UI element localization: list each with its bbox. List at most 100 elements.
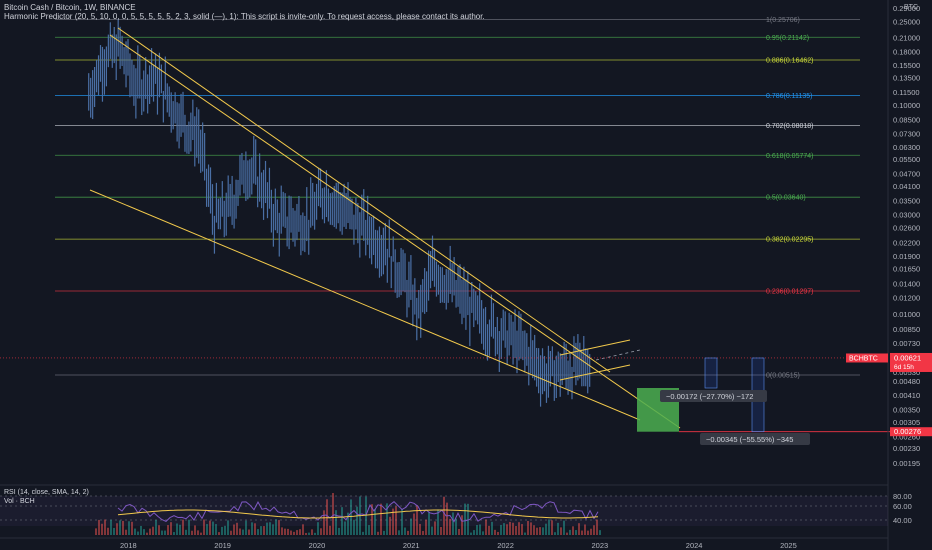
volume-bar xyxy=(524,532,526,535)
volume-bar xyxy=(545,523,547,535)
volume-bar xyxy=(341,507,343,535)
rsi-tick-1: 60.00 xyxy=(893,502,912,511)
volume-bar xyxy=(437,509,439,535)
volume-bar xyxy=(242,529,244,535)
time-tick-2020: 2020 xyxy=(309,541,326,550)
volume-bar xyxy=(131,521,133,535)
volume-bar xyxy=(182,519,184,535)
volume-bar xyxy=(485,519,487,535)
volume-bar xyxy=(443,496,445,535)
volume-bar xyxy=(518,522,520,535)
volume-bar xyxy=(314,532,316,535)
volume-bar xyxy=(110,519,112,535)
price-axis[interactable]: 0.29000 0.25000 0.21000 0.18000 0.15500 0.135… xyxy=(887,0,920,550)
rsi-label[interactable]: RSI (14, close, SMA, 14, 2) xyxy=(4,489,89,496)
symbol-title[interactable]: Bitcoin Cash / Bitcoin, 1W, BINANCE xyxy=(4,3,136,12)
volume-bar xyxy=(515,526,517,535)
volume-bar xyxy=(365,496,367,535)
volume-bar xyxy=(200,532,202,535)
price-tick-32: 0.00260 xyxy=(893,433,920,442)
volume-bar xyxy=(197,530,199,535)
price-tick-21: 0.01400 xyxy=(893,280,920,289)
volume-bar xyxy=(350,499,352,535)
volume-bar xyxy=(185,529,187,535)
volume-bar xyxy=(413,513,415,535)
volume-bar xyxy=(371,504,373,535)
price-tick-34: 0.00195 xyxy=(893,459,920,468)
volume-bar xyxy=(572,526,574,535)
trendline-1[interactable] xyxy=(89,189,641,421)
volume-bar xyxy=(389,516,391,535)
price-tick-9: 0.08500 xyxy=(893,116,920,125)
volume-bar xyxy=(248,529,250,535)
price-tick-11: 0.06300 xyxy=(893,143,920,152)
volume-bar xyxy=(251,522,253,535)
volume-bar xyxy=(119,520,121,535)
volume-bar xyxy=(158,525,160,535)
rsi-tick-2: 40.00 xyxy=(893,516,912,525)
volume-bar xyxy=(209,520,211,535)
price-tick-4: 0.18000 xyxy=(893,47,920,56)
volume-bar xyxy=(134,528,136,535)
volume-bar xyxy=(536,527,538,535)
price-tick-6: 0.13500 xyxy=(893,74,920,83)
volume-bar xyxy=(170,522,172,535)
volume-bar xyxy=(470,532,472,535)
fib-label-5: 0.618(0.05774) xyxy=(766,153,813,160)
trendline-2[interactable] xyxy=(109,34,681,429)
time-axis[interactable]: 2018 2019 2020 2021 2022 2023 2024 2025 xyxy=(0,537,888,550)
volume-bar xyxy=(353,519,355,535)
volume-bar xyxy=(599,530,601,535)
volume-bar xyxy=(407,530,409,535)
current-price-value: 0.00621 xyxy=(894,353,921,362)
volume-bar xyxy=(404,527,406,535)
volume-bar xyxy=(374,509,376,535)
volume-bar xyxy=(317,522,319,535)
volume-bar xyxy=(143,529,145,535)
volume-bar xyxy=(488,525,490,535)
volume-bar xyxy=(260,526,262,535)
price-tick-31: 0.00305 xyxy=(893,418,920,427)
measure-short-range[interactable] xyxy=(704,357,718,389)
indicator-title[interactable]: Harmonic Predictor (20, 5, 10, 0, 0, 5, … xyxy=(4,12,485,21)
price-tick-33: 0.00230 xyxy=(893,444,920,453)
ticker-tag-label: BCHBTC xyxy=(849,355,878,362)
trendline-3[interactable] xyxy=(559,339,631,356)
volume-bar xyxy=(467,503,469,535)
trendline-4[interactable] xyxy=(559,364,631,381)
volume-bar xyxy=(473,530,475,535)
volume-bar xyxy=(188,519,190,535)
volume-bar xyxy=(281,527,283,535)
fib-label-3: 0.786(0.11135) xyxy=(766,93,812,100)
volume-bar xyxy=(335,510,337,535)
price-tick-23: 0.01000 xyxy=(893,310,920,319)
volume-bar xyxy=(257,529,259,535)
volume-bar xyxy=(137,531,139,535)
volume-bar xyxy=(581,530,583,535)
volume-bar xyxy=(191,530,193,535)
price-tick-2: 0.25000 xyxy=(893,18,920,27)
price-tick-18: 0.02200 xyxy=(893,238,920,247)
trendline-0[interactable] xyxy=(117,27,611,373)
volume-bar xyxy=(560,527,562,535)
volume-bar xyxy=(509,521,511,535)
target-price-tag xyxy=(890,427,932,437)
volume-bar xyxy=(401,508,403,535)
fib-label-9: 0(0.00515) xyxy=(766,373,800,380)
volume-bar xyxy=(479,524,481,535)
fib-label-2: 0.886(0.16462) xyxy=(766,58,813,65)
volume-bar xyxy=(329,525,331,535)
volume-bar xyxy=(449,518,451,535)
price-tick-15: 0.03500 xyxy=(893,196,920,205)
volume-bar xyxy=(194,525,196,535)
time-tick-2022: 2022 xyxy=(497,541,514,550)
volume-bar xyxy=(362,531,364,535)
volume-bar xyxy=(383,530,385,535)
measure-short-box xyxy=(660,390,767,402)
volume-bar xyxy=(497,531,499,535)
volume-bar xyxy=(380,503,382,535)
volume-bar xyxy=(452,512,454,535)
volume-label[interactable]: Vol · BCH xyxy=(4,498,35,505)
